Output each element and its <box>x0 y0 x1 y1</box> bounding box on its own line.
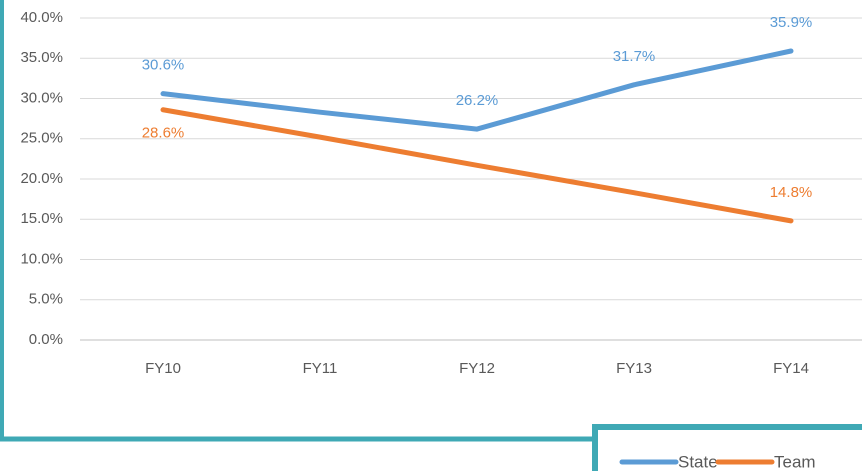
series-line <box>160 107 794 224</box>
data-label: 28.6% <box>142 125 185 142</box>
x-tick-label: FY12 <box>459 360 495 377</box>
y-tick-label: 5.0% <box>29 291 63 308</box>
y-tick-label: 35.0% <box>20 49 63 66</box>
x-tick-label: FY11 <box>303 360 338 377</box>
data-label: 35.9% <box>770 14 813 31</box>
y-tick-label: 0.0% <box>29 331 63 348</box>
legend-label: State <box>678 452 718 471</box>
y-tick-label: 30.0% <box>20 89 63 106</box>
x-tick-label: FY10 <box>145 360 181 377</box>
legend-label: Team <box>774 452 816 471</box>
data-label: 14.8% <box>770 184 813 201</box>
y-tick-label: 40.0% <box>20 9 63 26</box>
y-tick-label: 25.0% <box>20 130 63 147</box>
x-tick-label: FY13 <box>616 360 652 377</box>
data-label: 31.7% <box>613 48 656 65</box>
y-tick-label: 10.0% <box>20 250 63 267</box>
data-label: 30.6% <box>142 57 185 74</box>
y-tick-label: 15.0% <box>20 210 63 227</box>
data-label: 26.2% <box>456 92 499 109</box>
x-tick-label: FY14 <box>773 360 809 377</box>
y-tick-label: 20.0% <box>20 170 63 187</box>
series-line <box>160 48 794 132</box>
